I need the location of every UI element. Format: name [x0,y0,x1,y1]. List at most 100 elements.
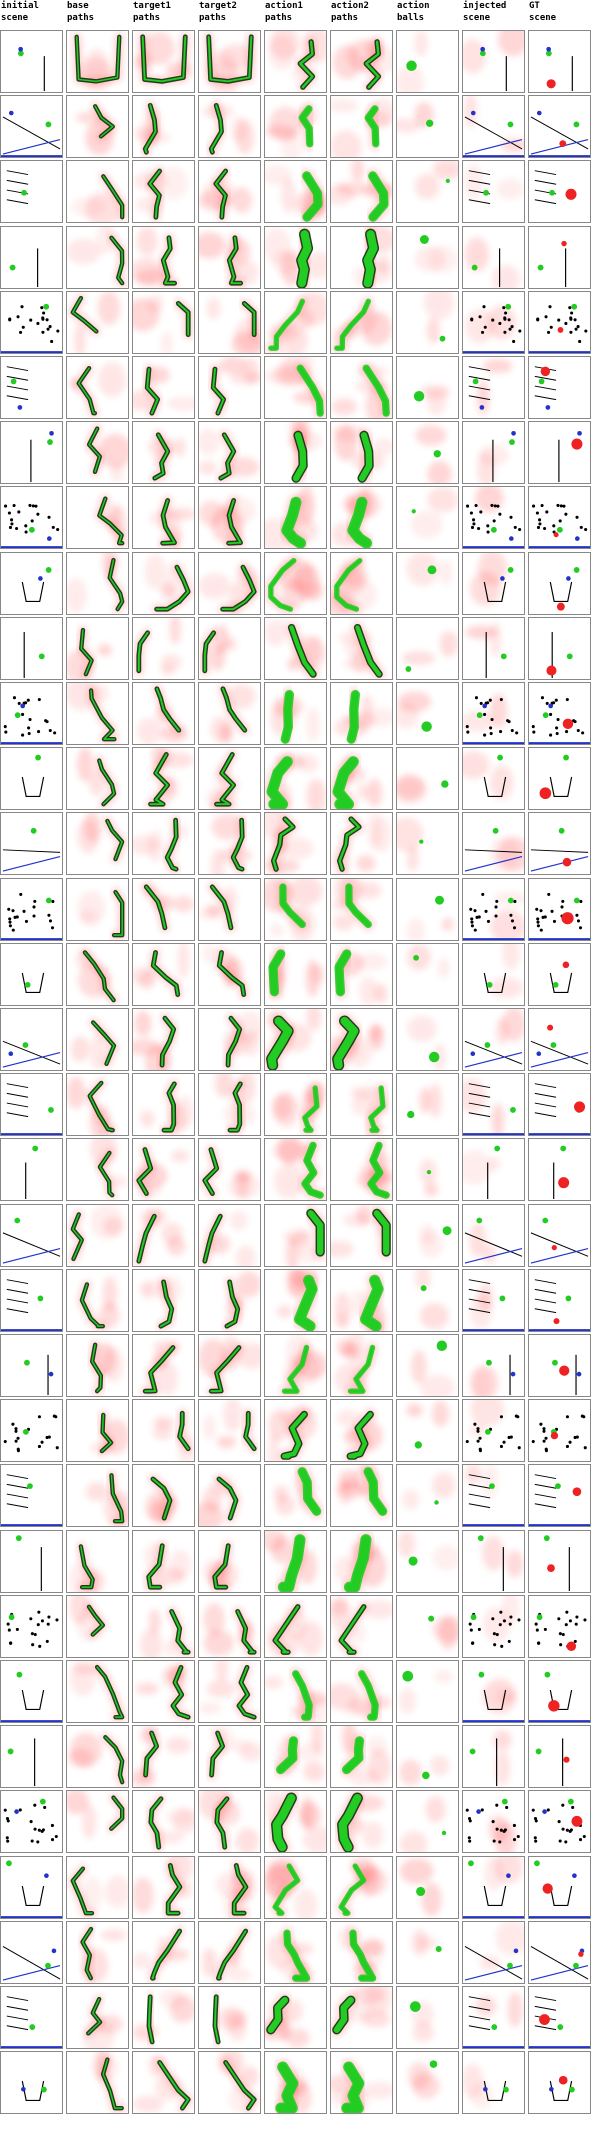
obstacle-dot [505,1805,509,1810]
cell-image-target2 [199,882,238,933]
cell-image-target1 [133,295,193,353]
shelf-line [534,2005,557,2011]
heatmap-blob [410,1350,427,1384]
cell-target1-row-18 [132,1138,195,1201]
cell-image-base [69,362,127,418]
shelf-line [6,1308,29,1314]
cell-image-action1 [279,1335,326,1396]
cell-base-row-1 [66,30,129,93]
obstacle-dot [559,1643,563,1647]
shelf-line [534,199,557,205]
cell-balls-row-23 [396,1464,459,1527]
heatmap-blob [336,181,371,196]
cell-gt-row-21 [528,1334,591,1397]
heatmap-blob [482,1243,497,1265]
cup-shape [483,1885,507,1906]
blue-ball [513,1948,519,1954]
blue-ball [38,576,43,581]
heatmap-blob [406,918,425,940]
obstacle-dot [542,1439,546,1443]
cup-shape [549,776,573,797]
heatmap-blob [500,138,524,153]
cell-image-target2 [199,429,260,483]
column-header-line2: scene [463,13,491,23]
green-ball [477,1535,484,1542]
cell-gt-row-23 [528,1464,591,1527]
path-line [350,1930,375,1981]
obstacle-dot [3,1808,7,1812]
ramp-line [464,1248,523,1264]
green-ball [567,1798,574,1805]
shelf-line [534,179,557,185]
red-action-ball [553,1318,560,1325]
obstacle-dot [6,1819,10,1823]
obstacle-dot [481,330,485,334]
obstacle-dot [45,720,49,724]
cell-image-injected [477,1535,524,1592]
heatmap-blob [502,944,520,971]
cell-image-gt [529,1860,590,1918]
obstacle-dot [38,1644,42,1648]
obstacle-dot [41,316,45,320]
cell-action1-row-4 [264,226,327,289]
action-ball [416,1886,426,1897]
cell-initial-row-29 [0,1856,63,1919]
obstacle-dot [503,330,507,334]
cell-target2-row-9 [198,552,261,615]
cell-image-initial [21,972,45,993]
green-ball [535,1748,542,1755]
heatmap-blob [424,1182,439,1197]
cell-image-target1 [134,166,188,222]
heatmap-blob [494,1750,511,1786]
heatmap-blob [133,835,160,855]
cell-image-gt [539,754,573,800]
cell-gt-row-8 [528,486,591,549]
obstacle-dot [515,731,519,735]
obstacle-dot [502,1829,506,1833]
heatmap-blob [70,1732,102,1768]
cell-base-row-7 [66,421,129,484]
obstacle-dot [486,530,490,534]
obstacle-dot [536,924,540,928]
obstacle-dot [494,914,498,918]
column-header-line2: paths [133,13,161,23]
cell-image-injected [463,751,514,800]
heatmap-blob [282,837,314,860]
green-ball [509,439,515,445]
cell-balls-row-26 [396,1660,459,1723]
obstacle-dot [12,503,16,508]
obstacle-dot [512,1838,517,1842]
heatmap-blob [160,653,182,671]
obstacle-dot [6,1839,10,1843]
action-ball [421,721,432,732]
cell-initial-row-8 [0,486,63,549]
obstacle-dot [495,1827,499,1831]
cell-action1-row-32 [264,2051,327,2114]
path-line [177,302,190,336]
blue-ball [549,2086,554,2092]
obstacle-dot [498,512,502,516]
cell-balls-row-30 [396,1921,459,1984]
cell-image-target1 [135,1662,193,1722]
cell-balls-row-19 [396,1204,459,1267]
heatmap-blob [230,187,253,214]
cell-target2-row-31 [198,1986,261,2049]
obstacle-dot [33,899,37,903]
green-ball [542,712,549,719]
obstacle-dot [469,511,473,515]
shelf-line [534,1493,557,1499]
heatmap-blob [399,1687,416,1714]
cell-image-injected [470,1354,516,1396]
obstacle-dot [498,321,502,326]
heatmap-blob [214,1074,234,1098]
path-line [244,1412,256,1450]
cell-image-action2 [334,1531,387,1592]
path-line [217,1930,247,1980]
obstacle-dot [507,1639,511,1643]
obstacle-dot [469,1628,473,1632]
action-ball [405,666,412,672]
blue-ball [542,1809,547,1814]
action-ball [413,390,425,402]
shelf-line [534,1112,557,1118]
cell-image-injected [464,1922,524,1981]
